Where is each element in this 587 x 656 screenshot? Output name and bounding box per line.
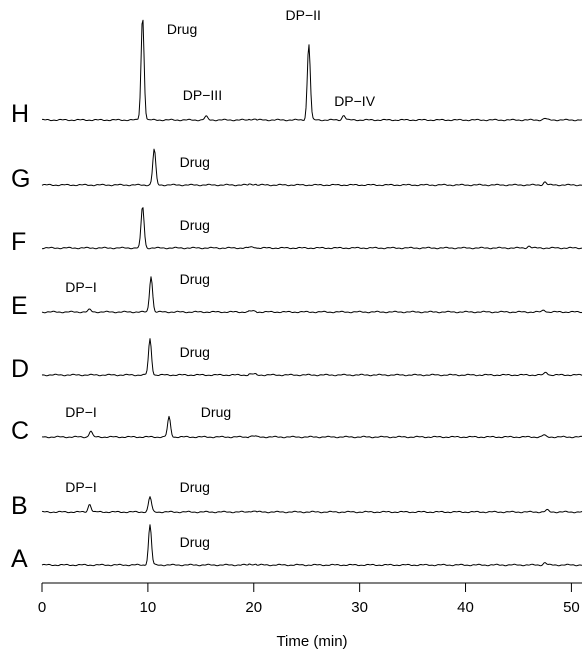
peak-label: Drug	[180, 534, 210, 550]
peak-label: Drug	[180, 344, 210, 360]
trace-label: E	[11, 292, 28, 320]
peak-label: DP−IV	[334, 93, 376, 109]
trace-a: A Drug	[11, 524, 583, 573]
x-axis: 0 10 20 30 40 50 Time (min)	[38, 582, 582, 650]
peak-label: DP−I	[65, 479, 97, 495]
x-tick-label: 40	[457, 599, 474, 616]
trace-line	[41, 524, 583, 567]
x-axis-title: Time (min)	[276, 633, 347, 650]
trace-label: B	[11, 492, 28, 520]
peak-label: Drug	[180, 154, 210, 170]
trace-line	[41, 338, 583, 377]
peak-label: Drug	[180, 479, 210, 495]
trace-group: A Drug B DP−I Drug C DP−I Drug D Drug E DP−I Drug F Dr…	[11, 7, 583, 573]
trace-line	[41, 496, 583, 514]
x-tick-label: 20	[245, 599, 262, 616]
trace-label: A	[11, 545, 28, 573]
trace-f: F Drug	[11, 207, 583, 256]
trace-c: C DP−I Drug	[11, 404, 583, 445]
trace-b: B DP−I Drug	[11, 479, 583, 520]
trace-label: F	[11, 228, 26, 256]
x-tick-label: 50	[563, 599, 580, 616]
trace-label: D	[11, 355, 29, 383]
trace-g: G Drug	[11, 148, 583, 193]
trace-label: G	[11, 165, 30, 193]
peak-label: DP−I	[65, 279, 97, 295]
peak-label: Drug	[201, 404, 231, 420]
x-ticks: 0 10 20 30 40 50	[38, 583, 580, 616]
trace-line	[41, 19, 583, 122]
x-tick-label: 0	[38, 599, 46, 616]
trace-line	[41, 415, 583, 439]
peak-label: Drug	[180, 217, 210, 233]
trace-d: D Drug	[11, 338, 583, 383]
trace-line	[41, 207, 583, 250]
trace-h: H Drug DP−III DP−II DP−IV	[11, 7, 583, 128]
trace-line	[41, 148, 583, 187]
trace-e: E DP−I Drug	[11, 271, 583, 320]
peak-label: DP−I	[65, 404, 97, 420]
peak-label: Drug	[167, 21, 197, 37]
x-tick-label: 30	[351, 599, 368, 616]
trace-label: H	[11, 100, 29, 128]
peak-label: Drug	[180, 271, 210, 287]
trace-label: C	[11, 417, 29, 445]
peak-label: DP−II	[286, 7, 321, 23]
peak-label: DP−III	[183, 87, 222, 103]
x-tick-label: 10	[140, 599, 157, 616]
trace-line	[41, 276, 583, 314]
